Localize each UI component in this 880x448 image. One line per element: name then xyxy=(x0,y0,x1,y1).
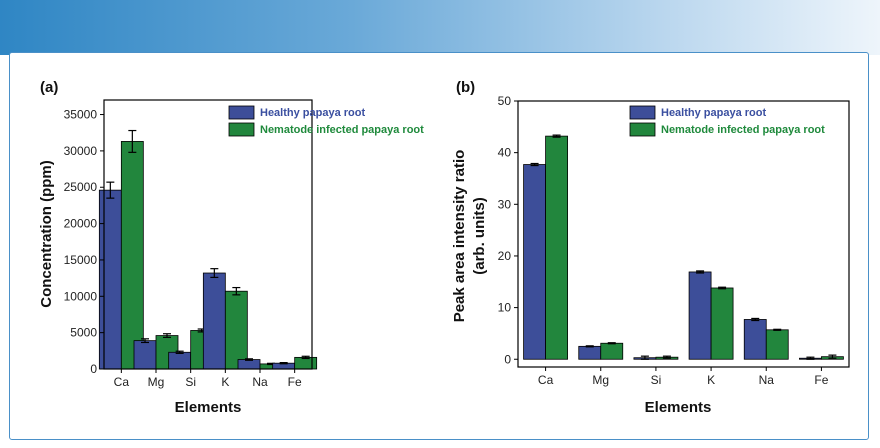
panel-a-y-tick-label: 5000 xyxy=(70,326,97,340)
panel-a-y-tick-label: 35000 xyxy=(64,108,98,122)
panel-a-x-tick-label-mg: Mg xyxy=(148,375,165,389)
panel-b-errorbar-k-infected xyxy=(718,286,727,290)
panel-a-legend-infected: Nematode infected papaya root xyxy=(260,124,424,136)
panel-b-y-tick-label: 30 xyxy=(498,197,512,211)
panel-b-x-ticks: Ca Mg Si K Na Fe xyxy=(538,367,829,387)
panel-b-y-tick-label: 0 xyxy=(504,352,511,366)
panel-b-bar-mg-infected xyxy=(600,342,624,360)
panel-b-x-axis-title: Elements xyxy=(645,399,712,416)
panel-a-errorbar-mg-infected xyxy=(163,333,171,338)
panel-a-bar-ca-infected xyxy=(120,141,144,370)
panel-b-y-tick-label: 10 xyxy=(498,301,512,315)
panel-a-x-tick-label-na: Na xyxy=(252,375,268,389)
panel-a-errorbar-ca-healthy xyxy=(106,181,115,199)
panel-a-y-ticks: 0 5000 10000 15000 20000 25000 30000 35000 xyxy=(64,108,104,376)
panel-b-x-tick-label-na: Na xyxy=(759,373,775,387)
panel-a-bar-k-healthy xyxy=(202,272,226,370)
panel-b-legend-healthy: Healthy papaya root xyxy=(661,107,766,119)
panel-b-y-tick-label: 20 xyxy=(498,249,512,263)
panel-b-x-tick-label-si: Si xyxy=(651,373,662,387)
panel-b-errorbar-si-infected xyxy=(662,355,671,359)
panel-b-errorbar-mg-healthy xyxy=(585,345,594,348)
panel-a-x-tick-label-fe: Fe xyxy=(288,375,302,389)
panel-a-x-tick-label-ca: Ca xyxy=(114,375,130,389)
panel-b-errorbar-ca-infected xyxy=(552,134,561,138)
panel-b-y-axis-title-line1: Peak area intensity ratio xyxy=(451,150,468,323)
panel-a-errorbar-fe-healthy xyxy=(279,362,288,365)
panel-a-bar-ca-healthy xyxy=(98,189,122,370)
panel-b-errorbar-fe-healthy xyxy=(806,356,815,360)
panel-b: (b) 0 10 20 30 40 50 Ca Mg Si K Na Fe Elements Pea… xyxy=(451,79,850,416)
panel-a-y-axis-title: Concentration (ppm) xyxy=(38,160,55,308)
figure-frame xyxy=(9,52,869,440)
panel-b-x-tick-label-ca: Ca xyxy=(538,373,554,387)
panel-a-y-tick-label: 15000 xyxy=(64,253,98,267)
panel-a-bar-fe-infected xyxy=(294,356,318,370)
panel-a-bars xyxy=(98,129,318,370)
panel-b-bar-na-healthy xyxy=(743,319,767,360)
panel-a-x-tick-label-k: K xyxy=(221,375,229,389)
panel-b-bar-mg-healthy xyxy=(578,345,602,360)
panel-b-y-axis-title-line2: (arb. units) xyxy=(471,197,488,275)
panel-b-errorbar-na-healthy xyxy=(751,317,760,322)
panel-a-errorbar-k-healthy xyxy=(210,268,219,278)
panel-a-y-tick-label: 30000 xyxy=(64,144,98,158)
panel-b-bars xyxy=(523,134,844,360)
panel-a-y-tick-label: 25000 xyxy=(64,180,98,194)
panel-a-plot-frame xyxy=(103,99,313,370)
panel-b-bar-ca-healthy xyxy=(523,164,546,360)
panel-a-bar-mg-healthy xyxy=(133,340,157,370)
panel-a-errorbar-mg-healthy xyxy=(141,338,149,344)
panel-b-plot-frame xyxy=(517,100,850,368)
panel-a-errorbar-na-healthy xyxy=(245,358,253,361)
header-band xyxy=(0,0,880,55)
panel-b-errorbar-ca-healthy xyxy=(530,162,539,167)
panel-a-x-ticks: Ca Mg Si K Na Fe xyxy=(114,369,302,389)
panel-a-errorbar-si-healthy xyxy=(175,350,184,354)
panel-a-errorbar-k-infected xyxy=(232,286,241,296)
panel-b-errorbar-si-healthy xyxy=(640,355,649,360)
panel-b-y-ticks: 0 10 20 30 40 50 xyxy=(498,94,518,366)
panel-a-label: (a) xyxy=(40,79,58,96)
panel-b-errorbar-k-healthy xyxy=(696,270,705,274)
panel-a-y-tick-label: 0 xyxy=(90,362,97,376)
panel-a-y-tick-label: 10000 xyxy=(64,289,98,303)
panel-a-y-tick-label: 20000 xyxy=(64,217,98,231)
panel-a-errorbar-ca-infected xyxy=(128,129,137,153)
panel-b-y-tick-label: 50 xyxy=(498,94,512,108)
panel-b-x-tick-label-mg: Mg xyxy=(592,373,609,387)
panel-a-x-axis-title: Elements xyxy=(175,399,242,416)
panel-a-x-tick-label-si: Si xyxy=(185,375,196,389)
panel-b-legend: Healthy papaya root Nematode infected pa… xyxy=(629,105,825,137)
panel-b-errorbar-mg-infected xyxy=(607,342,616,345)
panel-a: (a) 05000100001500020000250003000035000 … xyxy=(38,79,424,416)
panel-b-x-tick-label-k: K xyxy=(707,373,715,387)
panel-b-bar-k-infected xyxy=(710,287,734,360)
panel-a-bar-na-healthy xyxy=(237,359,261,370)
panel-b-x-tick-label-fe: Fe xyxy=(814,373,828,387)
panel-a-bar-si-healthy xyxy=(168,351,192,370)
panel-a-legend: Healthy papaya root Nematode infected pa… xyxy=(228,105,424,137)
panel-b-bar-ca-infected xyxy=(545,135,568,360)
panel-a-legend-healthy: Healthy papaya root xyxy=(260,107,365,119)
panel-b-errorbar-fe-infected xyxy=(828,354,837,359)
panel-b-bar-na-infected xyxy=(765,329,789,360)
panel-b-legend-swatch-healthy xyxy=(629,105,656,120)
panel-b-bar-k-healthy xyxy=(688,271,712,360)
panel-b-label: (b) xyxy=(456,79,475,96)
panel-a-legend-swatch-infected xyxy=(228,122,255,137)
panel-a-legend-swatch-healthy xyxy=(228,105,255,120)
panel-b-errorbar-na-infected xyxy=(773,328,782,331)
panel-a-errorbar-fe-infected xyxy=(301,355,310,360)
panel-b-legend-infected: Nematode infected papaya root xyxy=(661,124,825,136)
panel-b-legend-swatch-infected xyxy=(629,122,656,137)
panel-b-y-tick-label: 40 xyxy=(498,146,512,160)
panel-a-bar-k-infected xyxy=(224,290,248,370)
